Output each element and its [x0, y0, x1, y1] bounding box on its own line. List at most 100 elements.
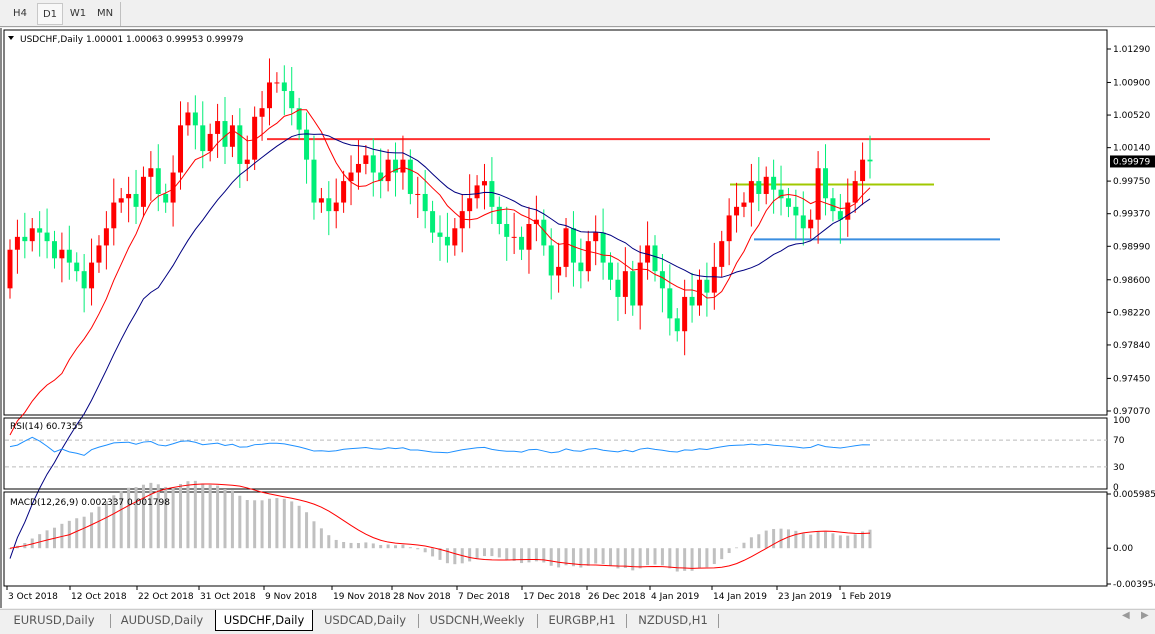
bear-candle: [289, 91, 295, 109]
macd-histogram-bar: [245, 500, 249, 549]
macd-panel[interactable]: [3, 480, 1108, 587]
tab-usdchf[interactable]: USDCHF,Daily: [215, 610, 313, 631]
chart-window[interactable]: USDCHF,Daily 1.00001 1.00063 0.99953 0.9…: [0, 28, 1155, 608]
bull-candle: [96, 245, 102, 263]
macd-histogram-bar: [408, 547, 412, 549]
bull-candle: [845, 202, 851, 220]
bull-candle: [481, 181, 487, 186]
scroll-left-button[interactable]: ◀: [1122, 610, 1130, 621]
macd-histogram-bar: [712, 548, 716, 565]
bear-candle: [652, 245, 658, 272]
tab-eurgbp[interactable]: EURGBP,H1: [548, 613, 616, 627]
macd-histogram-bar: [564, 548, 568, 566]
bull-candle: [734, 206, 740, 216]
macd-histogram-bar: [571, 548, 575, 567]
bull-candle: [215, 121, 221, 134]
macd-histogram-bar: [675, 548, 679, 572]
macd-histogram-bar: [594, 548, 598, 564]
bull-candle: [741, 202, 747, 207]
macd-histogram-bar: [579, 548, 583, 568]
bull-candle: [385, 159, 391, 182]
date-tick-label: 23 Jan 2019: [778, 592, 832, 602]
tab-usdcad[interactable]: USDCAD,Daily: [323, 613, 407, 627]
bear-candle: [496, 206, 502, 224]
scroll-right-button[interactable]: ▶: [1141, 610, 1149, 621]
bull-candle: [178, 125, 184, 173]
bull-candle: [763, 176, 769, 194]
price-tick-label: 0.97070: [1113, 407, 1150, 417]
macd-histogram-bar: [275, 498, 279, 549]
macd-histogram-bar: [208, 484, 212, 549]
macd-histogram-bar: [164, 486, 168, 549]
bear-candle: [133, 193, 139, 207]
timeframe-w1[interactable]: W1: [69, 8, 87, 19]
bear-candle: [615, 279, 621, 297]
rsi-tick-label: 70: [1113, 436, 1125, 446]
price-panel[interactable]: [3, 29, 1108, 559]
bear-candle: [630, 271, 636, 306]
collapse-triangle-icon[interactable]: [8, 36, 14, 40]
macd-histogram-bar: [838, 535, 842, 549]
macd-histogram-bar: [786, 529, 790, 549]
tab-usdcnh[interactable]: USDCNH,Weekly: [429, 613, 525, 627]
chart-tabs: EURUSD,Daily AUDUSD,Daily USDCHF,Daily U…: [0, 609, 1155, 631]
bear-candle: [163, 193, 169, 203]
bear-candle: [608, 262, 614, 280]
bull-candle: [682, 296, 688, 332]
bull-candle: [860, 159, 866, 182]
bull-candle: [563, 228, 569, 267]
macd-histogram-bar: [720, 548, 724, 560]
tab-eurusd[interactable]: EURUSD,Daily: [13, 613, 95, 627]
bull-candle: [333, 202, 339, 212]
bull-candle: [622, 271, 628, 297]
macd-histogram-bar: [141, 484, 145, 549]
bull-candle: [748, 181, 754, 203]
macd-histogram-bar: [764, 530, 768, 549]
macd-histogram-bar: [431, 548, 435, 557]
macd-histogram-bar: [8, 548, 12, 550]
bull-candle: [815, 168, 821, 220]
macd-histogram-bar: [267, 498, 271, 549]
bear-candle: [74, 262, 80, 272]
bull-candle: [452, 228, 458, 246]
timeframe-mn[interactable]: MN: [96, 8, 114, 19]
macd-histogram-bar: [45, 530, 49, 549]
current-price-marker: [1110, 155, 1155, 168]
tab-nzdusd[interactable]: NZDUSD,H1: [638, 613, 708, 627]
bear-candle: [444, 236, 450, 246]
bear-candle: [578, 262, 584, 272]
bull-candle: [207, 133, 213, 152]
bull-candle: [252, 116, 258, 160]
macd-histogram-bar: [794, 530, 798, 549]
bear-candle: [756, 181, 762, 194]
bear-candle: [674, 318, 680, 332]
macd-histogram-bar: [230, 490, 234, 549]
macd-histogram-bar: [149, 482, 153, 549]
macd-histogram-bar: [127, 487, 131, 549]
macd-histogram-bar: [216, 485, 220, 549]
rsi-panel[interactable]: [3, 417, 1108, 490]
bear-candle: [237, 125, 243, 164]
bear-candle: [519, 236, 525, 250]
bull-candle: [185, 112, 191, 126]
timeframe-d1[interactable]: D1: [37, 3, 63, 25]
price-tick-label: 0.98990: [1113, 242, 1150, 252]
date-tick-label: 9 Nov 2018: [265, 592, 317, 602]
bull-candle: [140, 176, 146, 207]
tab-audusd[interactable]: AUDUSD,Daily: [120, 613, 204, 627]
bear-candle: [823, 168, 829, 199]
macd-histogram-bar: [831, 533, 835, 549]
macd-histogram-bar: [609, 548, 613, 566]
date-tick-label: 31 Oct 2018: [200, 592, 256, 602]
rsi-tick-label: 30: [1113, 463, 1125, 473]
macd-histogram-bar: [749, 537, 753, 549]
macd-histogram-bar: [186, 481, 190, 549]
macd-histogram-bar: [601, 548, 605, 565]
timeframe-h4[interactable]: H4: [13, 8, 27, 19]
macd-histogram-bar: [38, 534, 42, 549]
bull-candle: [348, 172, 354, 182]
bear-candle: [659, 271, 665, 289]
macd-histogram-bar: [824, 531, 828, 549]
macd-tick-label: 0.005985: [1113, 490, 1155, 500]
macd-histogram-bar: [527, 548, 531, 563]
